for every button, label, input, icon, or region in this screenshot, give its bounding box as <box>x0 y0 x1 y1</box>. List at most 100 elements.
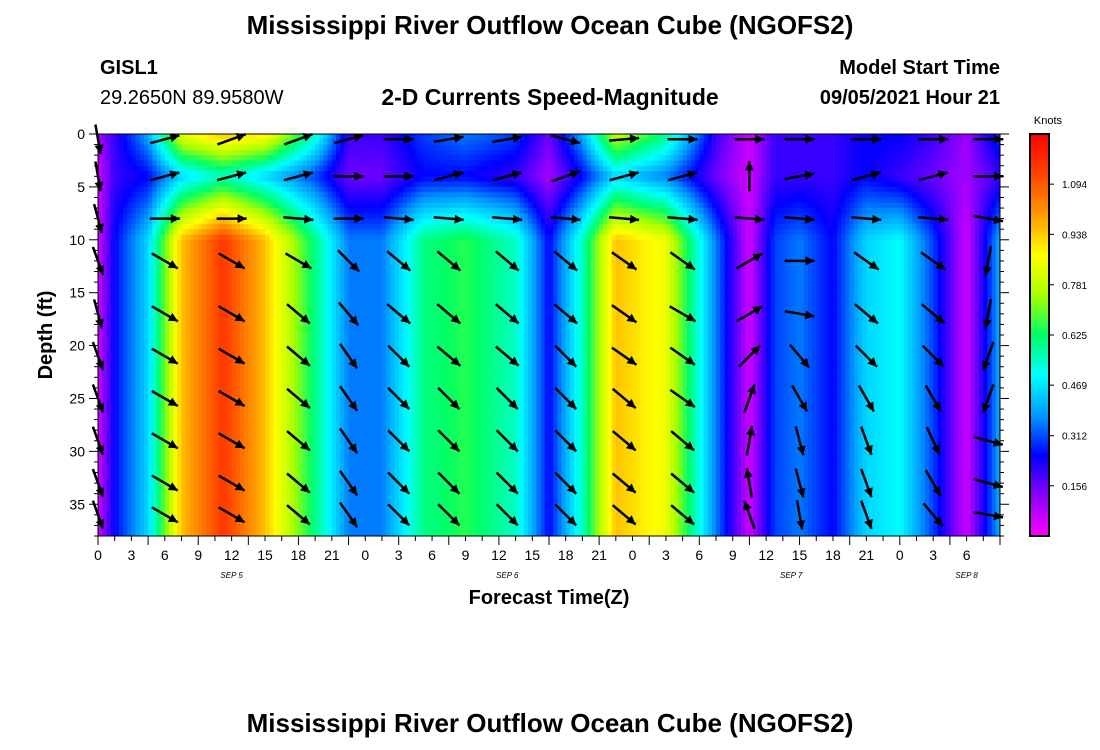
heat-cell <box>231 451 237 458</box>
heat-cell <box>348 498 354 505</box>
heat-cell <box>239 483 245 489</box>
heat-cell <box>298 186 304 193</box>
heat-cell <box>219 144 224 151</box>
heat-cell <box>277 520 283 526</box>
heat-cell <box>206 255 212 262</box>
heat-cell <box>127 324 132 331</box>
heat-cell <box>194 266 199 272</box>
heat-cell <box>168 250 174 257</box>
heat-cell <box>185 403 191 410</box>
heat-cell <box>306 366 312 373</box>
heat-cell <box>323 472 329 479</box>
heat-cell <box>214 382 220 389</box>
heat-cell <box>123 498 128 505</box>
heat-cell <box>285 276 291 283</box>
heat-cell <box>348 229 354 235</box>
heat-cell <box>323 171 329 177</box>
heat-cell <box>273 139 278 145</box>
heat-cell <box>265 197 270 204</box>
heat-cell <box>106 361 111 368</box>
heat-cell <box>281 440 287 447</box>
heat-cell <box>252 329 258 336</box>
heat-cell <box>348 387 354 394</box>
heat-cell <box>310 414 316 421</box>
heat-cell <box>135 266 141 272</box>
heat-cell <box>127 234 132 241</box>
heat-cell <box>198 498 203 505</box>
heat-cell <box>290 435 295 442</box>
heat-cell <box>189 345 195 352</box>
heat-cell <box>239 377 245 384</box>
heat-cell <box>361 525 366 532</box>
heat-cell <box>277 313 283 320</box>
heat-cell <box>327 514 333 521</box>
heat-cell <box>323 467 329 473</box>
heat-cell <box>219 498 224 505</box>
heat-cell <box>202 467 207 473</box>
heat-cell <box>294 245 299 251</box>
heat-cell <box>365 467 370 473</box>
heat-cell <box>189 171 195 177</box>
heat-cell <box>348 509 354 516</box>
heat-cell <box>269 160 274 167</box>
heat-cell <box>202 313 207 320</box>
heat-cell <box>298 176 304 183</box>
heat-cell <box>256 271 262 278</box>
heat-cell <box>323 292 329 299</box>
heat-cell <box>315 350 320 357</box>
heat-cell <box>235 498 241 505</box>
heat-cell <box>356 520 362 526</box>
heat-cell <box>265 340 270 346</box>
heat-cell <box>118 149 124 156</box>
heat-cell <box>118 461 124 468</box>
heat-cell <box>352 303 358 309</box>
heat-cell <box>227 276 233 283</box>
heat-cell <box>202 498 207 505</box>
heat-cell <box>206 435 212 442</box>
heat-cell <box>310 282 316 288</box>
heat-cell <box>127 297 132 304</box>
heat-cell <box>102 430 107 436</box>
heat-cell <box>323 313 329 320</box>
heat-cell <box>331 340 337 346</box>
heat-cell <box>223 229 228 235</box>
heat-cell <box>102 488 107 495</box>
heat-cell <box>102 181 107 188</box>
heat-cell <box>365 250 370 257</box>
heat-cell <box>348 134 354 140</box>
heat-cell <box>235 202 241 209</box>
heat-cell <box>281 366 287 373</box>
heat-cell <box>194 144 199 151</box>
heat-cell <box>273 393 278 399</box>
heat-cell <box>340 435 345 442</box>
heat-cell <box>214 165 220 172</box>
heat-cell <box>369 186 375 193</box>
heat-cell <box>143 520 149 526</box>
heat-cell <box>102 155 107 161</box>
heat-cell <box>148 308 153 315</box>
heat-cell <box>127 181 132 188</box>
heat-cell <box>206 350 212 357</box>
heat-cell <box>319 308 324 315</box>
heat-cell <box>114 525 120 532</box>
heat-cell <box>248 424 253 431</box>
heat-cell <box>323 181 329 188</box>
heat-cell <box>361 181 366 188</box>
heat-cell <box>340 292 345 299</box>
heat-cell <box>273 530 278 537</box>
heat-cell <box>123 472 128 479</box>
heat-cell <box>352 287 358 294</box>
heat-cell <box>239 504 245 510</box>
heat-cell <box>277 292 283 299</box>
heat-cell <box>123 398 128 405</box>
heat-cell <box>327 324 333 331</box>
heat-cell <box>302 234 308 241</box>
heat-cell <box>110 530 116 537</box>
heat-cell <box>269 424 274 431</box>
heat-cell <box>327 520 333 526</box>
heat-cell <box>252 525 258 532</box>
heat-cell <box>281 250 287 257</box>
heat-cell <box>273 134 278 140</box>
heat-cell <box>127 144 132 151</box>
heat-cell <box>102 530 107 537</box>
